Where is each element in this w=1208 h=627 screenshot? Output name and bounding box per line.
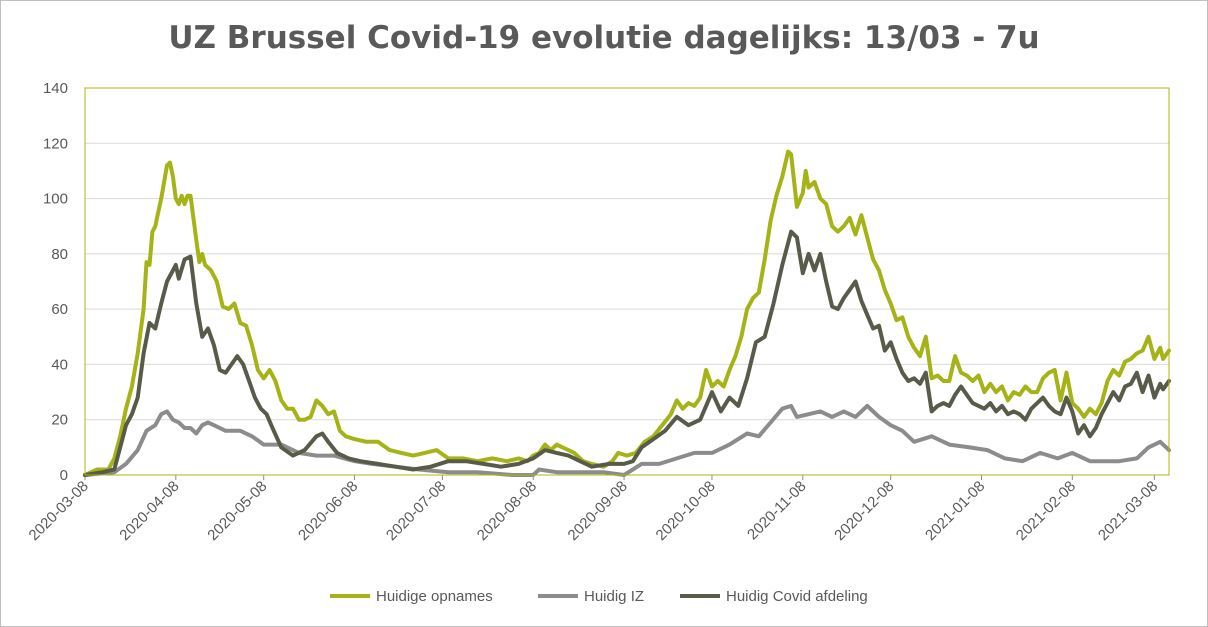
x-tick-label: 2020-05-08 [204, 478, 270, 544]
legend-item: Huidig Covid afdeling [680, 588, 868, 605]
x-tick-label: 2021-02-08 [1013, 478, 1079, 544]
series-line-1 [83, 403, 1171, 477]
series-line-2 [83, 229, 1171, 477]
x-tick-label: 2020-11-08 [744, 478, 809, 543]
x-tick-label: 2020-09-08 [565, 478, 631, 544]
y-tick-label: 120 [43, 135, 68, 152]
y-tick-label: 80 [51, 246, 68, 263]
x-tick-label: 2020-06-08 [295, 478, 361, 544]
x-tick-label: 2020-03-08 [26, 478, 92, 544]
y-tick-label: 40 [51, 356, 68, 373]
y-tick-label: 20 [51, 412, 68, 429]
plot-area-border [84, 87, 1170, 476]
series-line-0 [83, 149, 1171, 477]
legend-label: Huidig Covid afdeling [726, 588, 868, 605]
x-tick-label: 2020-12-08 [831, 478, 897, 544]
x-tick-label: 2021-03-08 [1095, 478, 1161, 544]
y-tick-label: 100 [43, 191, 68, 208]
y-tick-label: 140 [43, 80, 68, 97]
y-tick-label: 60 [51, 301, 68, 318]
legend-item: Huidig IZ [538, 588, 644, 605]
legend-label: Huidig IZ [584, 588, 644, 605]
y-tick-label: 0 [60, 467, 68, 484]
x-tick-label: 2020-10-08 [653, 478, 719, 544]
x-tick-label: 2020-04-08 [116, 478, 182, 544]
legend-label: Huidige opnames [376, 588, 493, 605]
x-tick-label: 2020-08-08 [474, 478, 540, 544]
legend-item: Huidige opnames [330, 588, 493, 605]
chart-title: UZ Brussel Covid-19 evolutie dagelijks: … [168, 20, 1040, 56]
x-tick-label: 2020-07-08 [383, 478, 449, 544]
x-tick-label: 2021-01-08 [922, 478, 988, 544]
